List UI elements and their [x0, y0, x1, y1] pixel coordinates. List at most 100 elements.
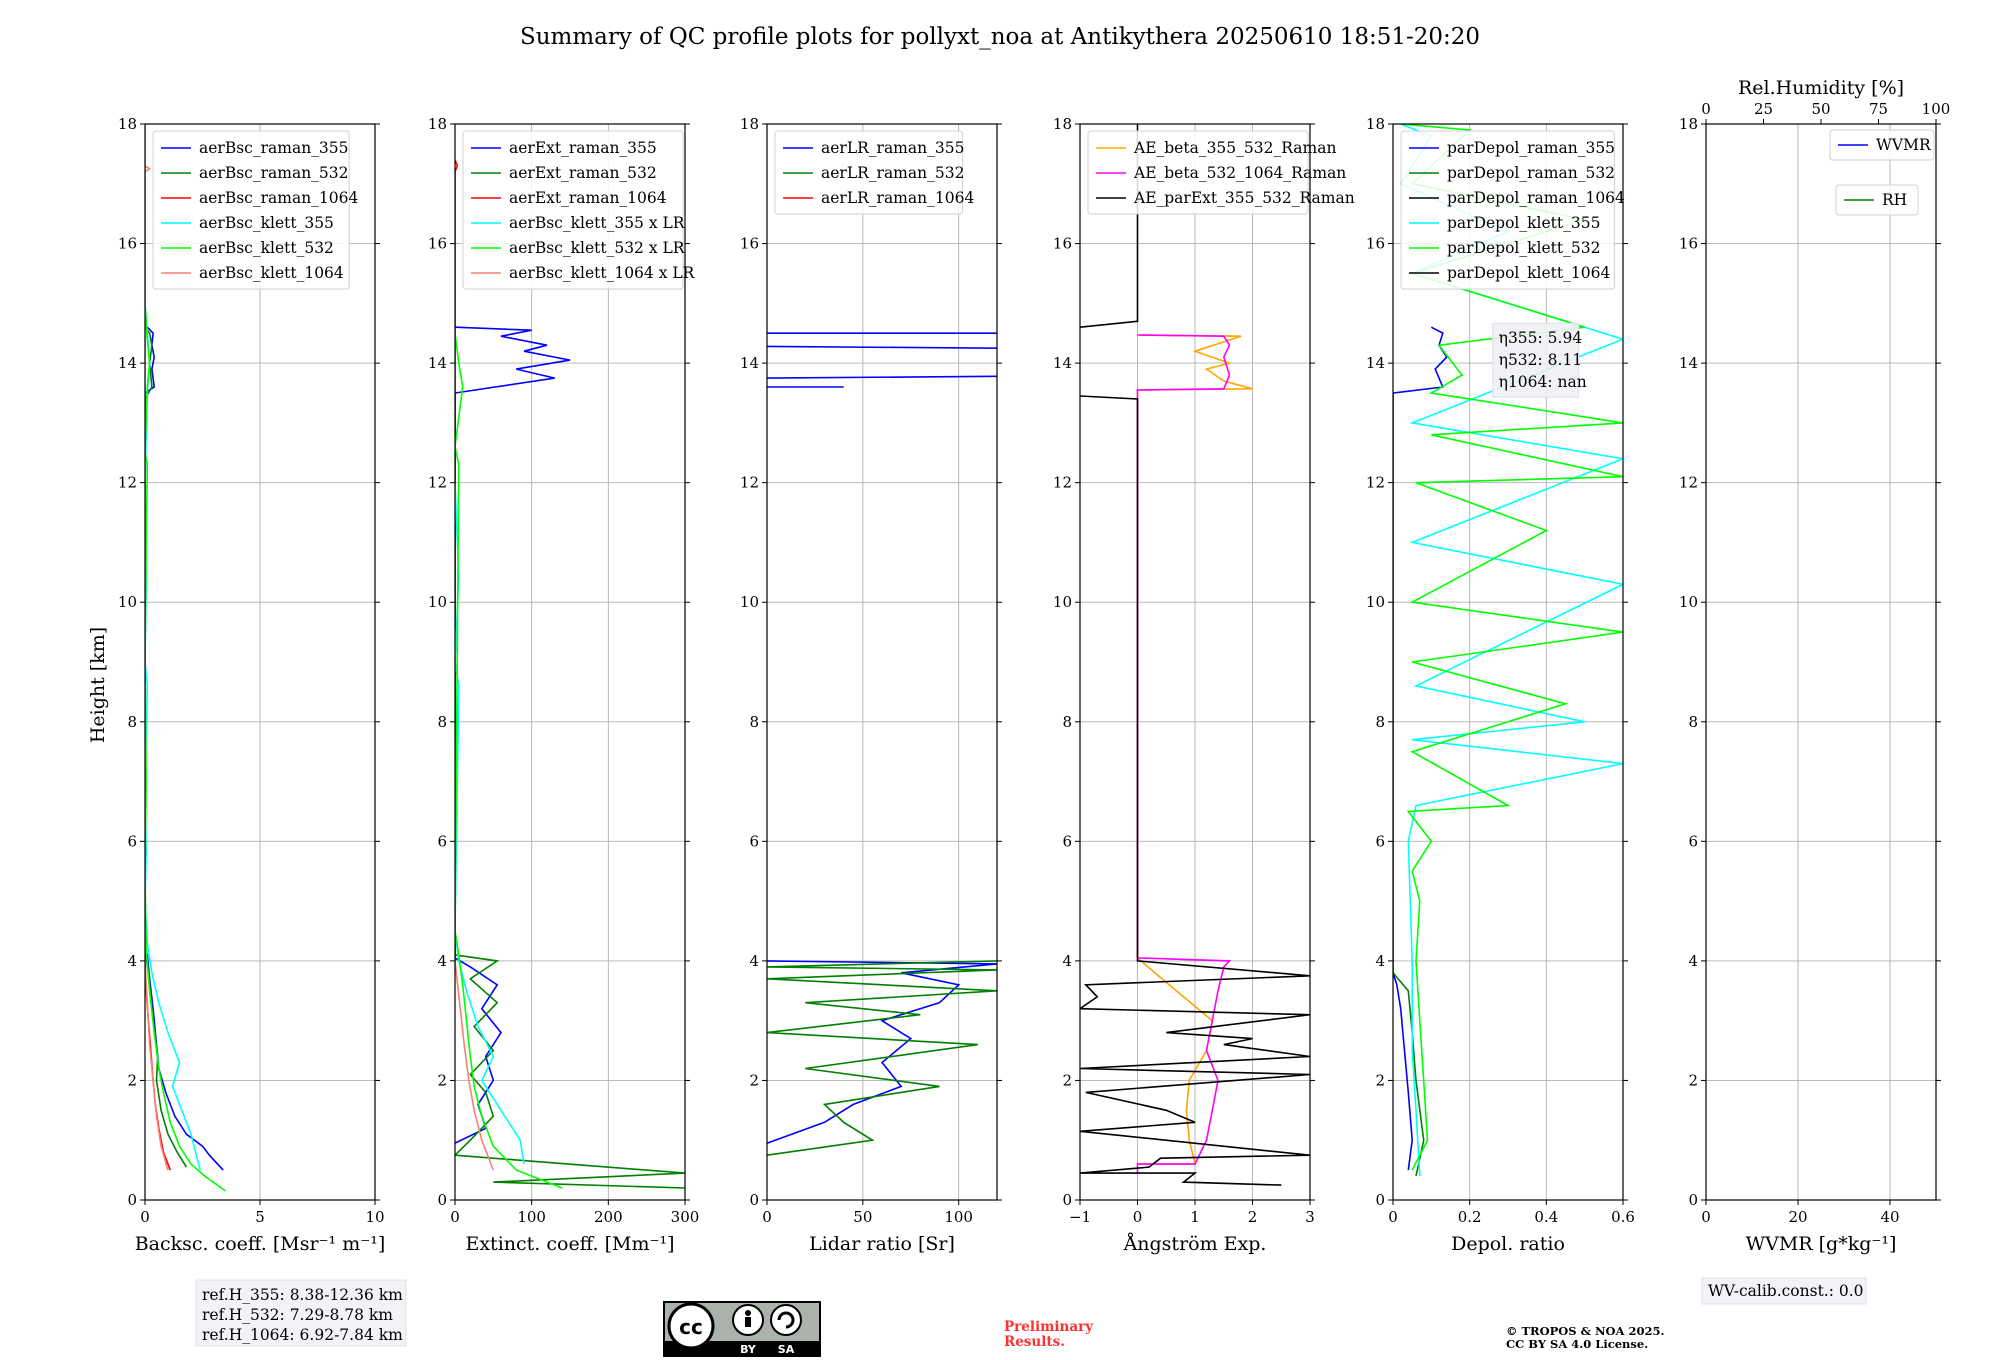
series-aerExt-raman-532: [455, 954, 685, 1189]
series-AE-beta-355-532-Raman: [1136, 334, 1253, 1165]
series-aerBsc-klett-532: [145, 124, 226, 1192]
y-tick-label: 12: [1679, 474, 1698, 492]
legend-label: parDepol_klett_532: [1447, 239, 1600, 257]
x-axis-label: WVMR [g*kg⁻¹]: [1746, 1233, 1897, 1255]
cc-license-badge: cc BY SA: [663, 1301, 821, 1357]
y-tick-label: 6: [1062, 832, 1072, 850]
figure-title: Summary of QC profile plots for pollyxt_…: [520, 24, 1480, 50]
series-aerBsc-klett-355-x-LR: [455, 482, 525, 1165]
legend-label: aerExt_raman_532: [509, 164, 657, 182]
y-tick-label: 8: [749, 713, 759, 731]
series-aerBsc-raman-532: [145, 326, 188, 1168]
x-tick-label: 3: [1305, 1208, 1315, 1226]
axes-frame: [1392, 123, 1624, 1201]
preliminary-label: Preliminary: [1004, 1319, 1094, 1335]
series-aerBsc-klett-532-x-LR: [455, 333, 563, 1189]
x2-axis-label: Rel.Humidity [%]: [1738, 77, 1904, 99]
panel-lidar_ratio: 0 2 4 6 8 10 12 14 16 18 0 50 100 Lidar ratio [Sr] aer…: [740, 115, 1002, 1255]
x2-tick-label: 100: [1922, 100, 1951, 118]
svg-text:cc: cc: [679, 1315, 703, 1339]
legend-label: aerExt_raman_1064: [509, 189, 667, 207]
series-parDepol-klett-532: [1400, 124, 1623, 1171]
y-tick-label: 14: [1679, 354, 1698, 372]
series-aerLR-raman-355-cirrus3: [767, 345, 997, 349]
x-tick-label: 0.4: [1534, 1208, 1558, 1226]
legend-label: aerBsc_klett_532: [199, 239, 334, 257]
panel-extinction: 0 2 4 6 8 10 12 14 16 18 0 100 200 300 Extinct. coeff.…: [428, 115, 699, 1255]
y-tick-label: 10: [740, 593, 759, 611]
ref-height-355: ref.H_355: 8.38-12.36 km: [202, 1286, 403, 1304]
legend-label: parDepol_raman_1064: [1447, 189, 1625, 207]
y-tick-label: 6: [127, 832, 137, 850]
y-tick-label: 4: [1688, 952, 1698, 970]
y-tick-label: 16: [1053, 235, 1072, 253]
y-tick-label: 14: [740, 354, 759, 372]
legend-label: aerBsc_raman_1064: [199, 189, 359, 207]
y-tick-label: 12: [118, 474, 137, 492]
y-tick-label: 8: [437, 713, 447, 731]
y-tick-label: 0: [437, 1191, 447, 1209]
y-tick-label: 18: [740, 115, 759, 133]
y-tick-label: 6: [749, 832, 759, 850]
wv-calib-const: WV-calib.const.: 0.0: [1708, 1282, 1864, 1300]
y-tick-label: 2: [749, 1071, 759, 1089]
cc-icon: [667, 1302, 715, 1350]
x-tick-label: 40: [1880, 1208, 1899, 1226]
x2-tick-label: 75: [1869, 100, 1888, 118]
x-axis-label: Lidar ratio [Sr]: [809, 1233, 955, 1255]
x-tick-label: 2: [1248, 1208, 1258, 1226]
y-tick-label: 4: [437, 952, 447, 970]
legend-label: AE_parExt_355_532_Raman: [1133, 189, 1355, 207]
panel-depol: 0 2 4 6 8 10 12 14 16 18 0 0.2 0.4 0.6 Depol. ratio par…: [1366, 115, 1635, 1255]
y-tick-label: 16: [118, 235, 137, 253]
y-tick-label: 12: [740, 474, 759, 492]
preliminary-label-2: Results.: [1004, 1334, 1065, 1350]
x-tick-label: 0.6: [1611, 1208, 1635, 1226]
y-tick-label: 8: [1688, 713, 1698, 731]
series-group: [455, 159, 685, 1189]
y-tick-label: 12: [428, 474, 447, 492]
legend: parDepol_raman_355 parDepol_raman_532 parD…: [1400, 130, 1625, 290]
series-aerExt-raman-1064: [455, 159, 459, 961]
x-axis-label: Backsc. coeff. [Msr⁻¹ m⁻¹]: [135, 1233, 386, 1255]
eta-value: η532: 8.11: [1499, 351, 1583, 369]
y-axis-label: Height [km]: [87, 627, 109, 743]
y-tick-label: 10: [1053, 593, 1072, 611]
legend: aerBsc_raman_355 aerBsc_raman_532 aerBsc_r…: [152, 130, 359, 290]
legend-wvmr: WVMR: [1829, 129, 1935, 161]
x-tick-label: 0: [140, 1208, 150, 1226]
x-tick-label: 0.2: [1458, 1208, 1482, 1226]
y-tick-label: 0: [127, 1191, 137, 1209]
legend-label: aerBsc_raman_532: [199, 164, 349, 182]
copyright-line-1: © TROPOS & NOA 2025.: [1506, 1324, 1664, 1338]
x-axis-label: Depol. ratio: [1451, 1233, 1565, 1255]
legend-label: aerLR_raman_532: [821, 164, 964, 182]
y-tick-label: 4: [749, 952, 759, 970]
y-tick-label: 10: [1679, 593, 1698, 611]
legend: AE_beta_355_532_Raman AE_beta_532_1064_Ra…: [1087, 130, 1355, 215]
y-tick-label: 0: [1062, 1191, 1072, 1209]
y-tick-label: 14: [428, 354, 447, 372]
y-tick-label: 2: [127, 1071, 137, 1089]
legend-label: WVMR: [1876, 136, 1932, 154]
legend-label: RH: [1882, 191, 1907, 209]
legend-label: aerExt_raman_355: [509, 139, 657, 157]
legend-label: parDepol_klett_355: [1447, 214, 1600, 232]
y-tick-label: 8: [1375, 713, 1385, 731]
y-tick-label: 10: [1366, 593, 1385, 611]
y-tick-label: 18: [1366, 115, 1385, 133]
y-tick-label: 2: [1375, 1071, 1385, 1089]
x2-tick-label: 50: [1811, 100, 1830, 118]
y-tick-label: 10: [118, 593, 137, 611]
eta-annotation: η355: 5.94 η532: 8.11 η1064: nan: [1492, 322, 1587, 398]
y-tick-label: 18: [428, 115, 447, 133]
y-tick-label: 2: [437, 1071, 447, 1089]
y-tick-label: 2: [1688, 1071, 1698, 1089]
y-tick-label: 14: [1053, 354, 1072, 372]
x-axis-label: Extinct. coeff. [Mm⁻¹]: [465, 1233, 674, 1255]
ref-heights-box: ref.H_355: 8.38-12.36 km ref.H_532: 7.29…: [195, 1279, 407, 1347]
axes-frame: [766, 123, 998, 1201]
